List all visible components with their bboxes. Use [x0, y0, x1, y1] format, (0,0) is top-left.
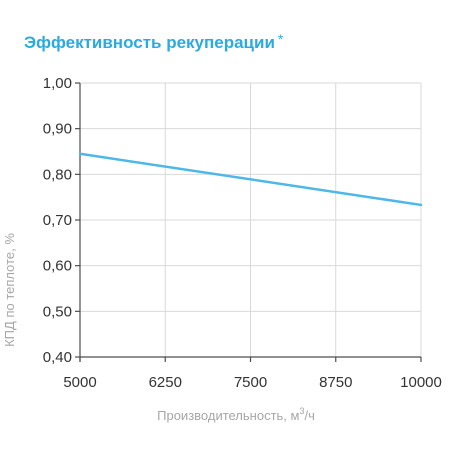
x-tick-label: 7500: [234, 374, 267, 391]
y-tick-labels: 0,40 0,50 0,60 0,70 0,80 0,90 1,00: [43, 75, 72, 366]
x-axis-label: Производительность, м3/ч: [157, 406, 315, 423]
y-axis-label: КПД по теплоте, %: [2, 233, 17, 347]
grid-layer: [80, 82, 422, 357]
x-tick-label: 6250: [149, 374, 182, 391]
series-layer: [78, 152, 423, 207]
axis-layer: [75, 82, 422, 362]
series-line: [78, 152, 423, 207]
y-tick-label: 0,90: [43, 121, 72, 138]
y-tick-label: 0,70: [43, 212, 72, 229]
y-tick-label: 0,50: [43, 303, 72, 320]
chart-title-text: Эффективность рекуперации: [24, 33, 275, 52]
y-tick-label: 0,60: [43, 258, 72, 275]
y-tick-label: 0,80: [43, 166, 72, 183]
y-tick-label: 0,40: [43, 349, 72, 366]
chart-title: Эффективность рекуперации *: [24, 31, 283, 53]
x-tick-labels: 5000 6250 7500 8750 10000: [63, 374, 442, 391]
y-tick-label: 1,00: [43, 75, 72, 92]
title-asterisk: *: [277, 31, 284, 47]
x-tick-label: 5000: [63, 374, 96, 391]
x-tick-label: 10000: [400, 374, 442, 391]
x-tick-label: 8750: [319, 374, 352, 391]
